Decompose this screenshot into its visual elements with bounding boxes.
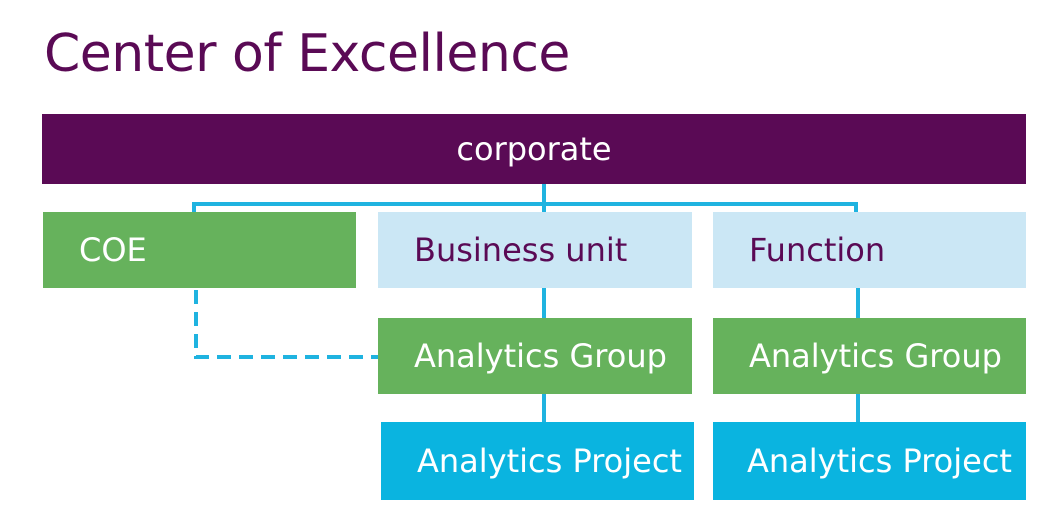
node-label: corporate (456, 130, 612, 168)
node-label: Analytics Project (417, 442, 682, 480)
node-analytics-group-bu: Analytics Group (378, 318, 692, 394)
node-analytics-group-fn: Analytics Group (713, 318, 1026, 394)
page-title: Center of Excellence (44, 24, 570, 84)
node-label: Analytics Group (414, 337, 667, 375)
node-function: Function (713, 212, 1026, 288)
node-coe: COE (43, 212, 356, 288)
node-label: Analytics Project (747, 442, 1012, 480)
node-business-unit: Business unit (378, 212, 692, 288)
node-label: Function (749, 231, 886, 269)
node-label: Analytics Group (749, 337, 1002, 375)
node-label: Business unit (414, 231, 628, 269)
node-label: COE (79, 231, 147, 269)
node-analytics-project-bu: Analytics Project (381, 422, 694, 500)
node-analytics-project-fn: Analytics Project (713, 422, 1026, 500)
node-corporate: corporate (42, 114, 1026, 184)
connector-coe-dashed (194, 290, 378, 359)
